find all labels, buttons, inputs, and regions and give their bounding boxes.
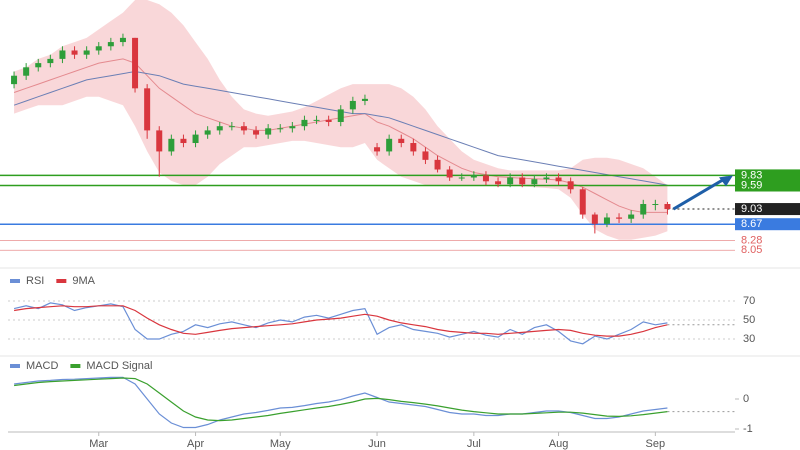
- candle-body: [265, 128, 272, 135]
- candle-body: [228, 126, 235, 128]
- candle-body: [59, 50, 66, 59]
- indicator-line: [14, 305, 668, 337]
- level-tag: [735, 218, 800, 231]
- candle-body: [216, 126, 223, 131]
- candle-body: [616, 217, 623, 219]
- candle-body: [204, 130, 211, 135]
- candle-body: [47, 58, 54, 64]
- candle-body: [168, 138, 175, 152]
- candle-body: [567, 181, 574, 190]
- candle-body: [180, 138, 187, 144]
- candle-body: [555, 177, 562, 182]
- x-tick-label: Mar: [89, 438, 108, 450]
- candle-body: [11, 75, 18, 85]
- candle-body: [119, 37, 126, 43]
- candle-body: [301, 119, 308, 127]
- indicator-line: [14, 376, 668, 429]
- candle-body: [95, 46, 102, 51]
- legend-swatch: [56, 279, 67, 283]
- candle-body: [361, 98, 368, 101]
- candle-body: [277, 128, 284, 130]
- candle-body: [422, 151, 429, 160]
- candle-body: [519, 177, 526, 185]
- candle-body: [289, 126, 296, 129]
- candle-body: [398, 138, 405, 144]
- target-arrow-head: [719, 175, 733, 187]
- target-arrow: [672, 176, 728, 211]
- candle-body: [507, 177, 514, 185]
- level-label: 8.28: [741, 235, 762, 247]
- candle-body: [349, 100, 356, 110]
- candle-body: [325, 119, 332, 122]
- candle-body: [543, 177, 550, 180]
- candle-body: [410, 143, 417, 152]
- candle-body: [603, 217, 610, 224]
- indicator-line: [13, 302, 668, 345]
- candle-body: [652, 204, 659, 206]
- level-label: 8.67: [741, 218, 762, 230]
- level-label: 9.83: [741, 169, 762, 181]
- x-tick-label: Aug: [549, 438, 569, 450]
- candle-body: [434, 159, 441, 170]
- candle-body: [240, 126, 247, 131]
- candle-body: [192, 134, 199, 144]
- level-label: 8.05: [741, 244, 762, 256]
- candle-body: [156, 130, 163, 152]
- candle-body: [35, 63, 42, 68]
- candle-body: [253, 130, 260, 135]
- candle-body: [374, 147, 381, 152]
- y-tick-label: 30: [743, 333, 755, 345]
- y-tick-label: 50: [743, 314, 755, 326]
- level-label: 9.59: [741, 179, 762, 191]
- x-tick-label: Sep: [646, 438, 666, 450]
- level-tag: [735, 169, 800, 182]
- legend-label: 9MA: [72, 275, 95, 287]
- candle-body: [446, 169, 453, 178]
- candle-body: [71, 50, 78, 55]
- candle-body: [482, 175, 489, 182]
- candle-body: [664, 204, 671, 210]
- x-tick-label: Apr: [187, 438, 204, 450]
- x-tick-label: Jun: [368, 438, 386, 450]
- candle-body: [386, 138, 393, 152]
- candle-body: [337, 109, 344, 122]
- y-tick-label: 0: [743, 393, 749, 405]
- legend-label: RSI: [26, 275, 44, 287]
- level-label: 9.03: [741, 203, 762, 215]
- x-tick-label: May: [270, 438, 291, 450]
- candle-body: [144, 88, 151, 131]
- candle-body: [470, 175, 477, 178]
- level-tag: [735, 203, 800, 216]
- candle-body: [591, 214, 598, 224]
- candle-body: [83, 50, 90, 55]
- legend-swatch: [10, 279, 20, 283]
- legend-swatch: [70, 364, 81, 368]
- y-tick-label: -1: [743, 423, 753, 435]
- legend-swatch: [10, 364, 20, 368]
- legend-label: MACD Signal: [86, 360, 152, 372]
- indicator-line: [14, 377, 668, 422]
- candle-body: [23, 67, 30, 76]
- candle-body: [458, 177, 465, 179]
- candle-body: [640, 204, 647, 215]
- candle-body: [579, 189, 586, 215]
- y-tick-label: 70: [743, 295, 755, 307]
- level-tag: [735, 179, 800, 192]
- legend-label: MACD: [26, 360, 58, 372]
- candle-body: [107, 42, 114, 47]
- candle-body: [132, 37, 139, 89]
- candle-body: [313, 119, 320, 121]
- candle-body: [628, 214, 635, 219]
- x-tick-label: Jul: [467, 438, 481, 450]
- candle-body: [495, 181, 502, 185]
- candle-body: [531, 179, 538, 185]
